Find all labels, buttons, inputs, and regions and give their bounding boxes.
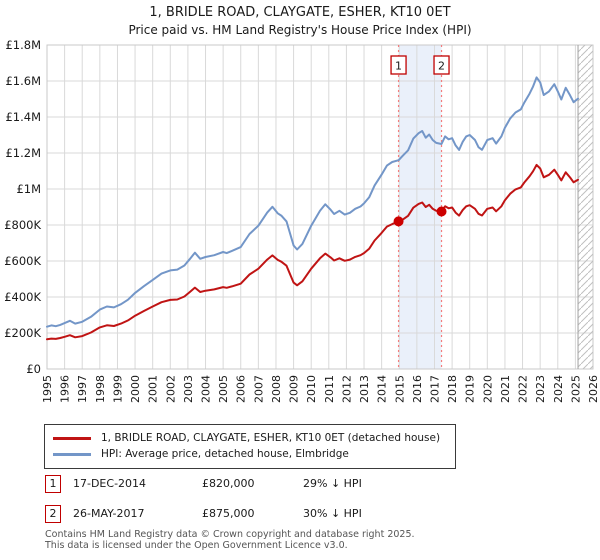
x-tick-label: 2005 <box>217 375 230 403</box>
x-tick-label: 2018 <box>446 375 459 403</box>
x-tick-label: 1999 <box>111 375 124 403</box>
between-sales-band <box>398 45 442 369</box>
x-tick-label: 2000 <box>129 375 142 403</box>
sale-1-date: 17-DEC-2014 <box>73 477 147 490</box>
y-tick-label: £0 <box>26 362 41 376</box>
sale-2-date: 26-MAY-2017 <box>73 507 145 520</box>
sale-1-flag-box <box>390 55 407 75</box>
y-tick-label: £400K <box>4 290 41 304</box>
y-tick-label: £1M <box>16 182 41 196</box>
property-price-line <box>46 163 579 341</box>
x-tick-label: 2001 <box>147 375 160 403</box>
x-tick-label: 2014 <box>376 375 389 403</box>
chart-legend: 1, BRIDLE ROAD, CLAYGATE, ESHER, KT10 0E… <box>44 424 456 469</box>
y-tick-label: £1.4M <box>5 110 41 124</box>
x-tick-label: 1998 <box>94 375 107 403</box>
sale-2-hpi-delta: 30% ↓ HPI <box>303 507 362 520</box>
x-tick-label: 2004 <box>200 375 213 403</box>
price-history-chart: 1 2 £0 £200K £400K £600K £800K £1M £1.2M £1.4M £1.… <box>4 38 600 403</box>
x-tick-label: 1997 <box>76 375 89 403</box>
x-tick-label: 2007 <box>252 375 265 403</box>
x-tick-label: 2022 <box>517 375 530 403</box>
x-tick-label: 2009 <box>288 375 301 403</box>
legend-label-hpi: HPI: Average price, detached house, Elmb… <box>101 448 349 460</box>
y-tick-label: £200K <box>4 326 41 340</box>
no-data-hatch-region <box>578 45 593 369</box>
x-tick-label: 2003 <box>182 375 195 403</box>
x-tick-label: 2012 <box>340 375 353 403</box>
x-tick-label: 2026 <box>587 375 600 403</box>
y-tick-label: £1.2M <box>5 146 41 160</box>
x-tick-label: 2023 <box>534 375 547 403</box>
sale-annotation-row-1: 1 17-DEC-2014 £820,000 29% ↓ HPI <box>45 475 585 505</box>
sale-1-flag-number: 1 <box>395 60 402 73</box>
sale-annotations: 1 17-DEC-2014 £820,000 29% ↓ HPI 2 26-MA… <box>45 475 585 535</box>
legend-row-hpi: HPI: Average price, detached house, Elmb… <box>53 446 447 462</box>
red-line-swatch-icon <box>53 436 91 440</box>
sale-2-number-badge: 2 <box>45 505 61 523</box>
x-tick-label: 2002 <box>164 375 177 403</box>
x-tick-label: 2006 <box>235 375 248 403</box>
footer-line-2: This data is licensed under the Open Gov… <box>45 540 348 551</box>
legend-label-property: 1, BRIDLE ROAD, CLAYGATE, ESHER, KT10 0E… <box>101 432 441 444</box>
page-title: 1, BRIDLE ROAD, CLAYGATE, ESHER, KT10 0E… <box>149 5 451 20</box>
sale-2-flag-number: 2 <box>438 60 445 73</box>
x-tick-label: 2024 <box>552 375 565 403</box>
x-tick-label: 2019 <box>464 375 477 403</box>
x-tick-label: 2021 <box>499 375 512 403</box>
x-tick-label: 2017 <box>428 375 441 403</box>
sale-annotation-row-2: 2 26-MAY-2017 £875,000 30% ↓ HPI <box>45 505 585 535</box>
sale-2-flag-box <box>433 55 450 75</box>
license-footer: Contains HM Land Registry data © Crown c… <box>45 529 415 551</box>
footer-line-1: Contains HM Land Registry data © Crown c… <box>45 529 415 540</box>
legend-row-property: 1, BRIDLE ROAD, CLAYGATE, ESHER, KT10 0E… <box>53 430 447 446</box>
y-tick-label: £1.8M <box>5 38 41 52</box>
sale-1-price: £820,000 <box>202 477 255 490</box>
x-tick-label: 2016 <box>411 375 424 403</box>
x-tick-label: 2008 <box>270 375 283 403</box>
sale-1-hpi-delta: 29% ↓ HPI <box>303 477 362 490</box>
x-tick-label: 2013 <box>358 375 371 403</box>
y-tick-label: £600K <box>4 254 41 268</box>
x-tick-label: 2015 <box>393 375 406 403</box>
x-tick-label: 1995 <box>41 375 54 403</box>
blue-line-swatch-icon <box>53 452 91 456</box>
sale-marker-1 <box>393 216 404 227</box>
page-subtitle: Price paid vs. HM Land Registry's House … <box>128 23 472 37</box>
y-tick-label: £800K <box>4 218 41 232</box>
hpi-line <box>46 76 579 328</box>
sale-2-price: £875,000 <box>202 507 255 520</box>
x-tick-label: 2020 <box>481 375 494 403</box>
x-tick-label: 2011 <box>323 375 336 403</box>
x-tick-label: 1996 <box>59 375 72 403</box>
y-tick-label: £1.6M <box>5 74 41 88</box>
sale-1-number-badge: 1 <box>45 475 61 493</box>
x-tick-label: 2010 <box>305 375 318 403</box>
sale-marker-2 <box>436 206 447 217</box>
x-tick-label: 2025 <box>569 375 582 403</box>
